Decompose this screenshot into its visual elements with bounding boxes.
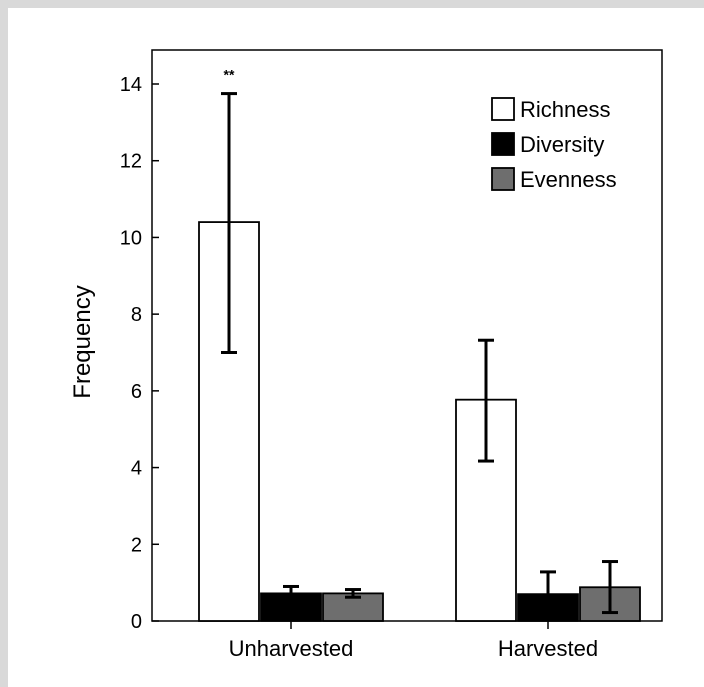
legend-label-diversity: Diversity <box>520 132 604 157</box>
y-tick-label: 2 <box>131 534 142 556</box>
bar-richness-unharvested <box>198 221 260 622</box>
y-tick-label: 8 <box>131 304 142 326</box>
x-axis: Unharvested Harvested <box>229 621 598 661</box>
legend: Richness Diversity Evenness <box>491 97 617 192</box>
legend-swatch-evenness <box>491 167 515 191</box>
significance-marker: ** <box>224 67 235 83</box>
legend-label-evenness: Evenness <box>520 167 617 192</box>
y-axis: 0 2 4 6 8 10 12 14 <box>120 74 159 633</box>
y-tick-label: 12 <box>120 151 142 173</box>
bar-groups: ** <box>198 67 641 622</box>
figure-card: 0 2 4 6 8 10 12 14 ** Unharvested Harvested Freq… <box>8 8 704 687</box>
x-category-label: Harvested <box>498 636 598 661</box>
bar-chart: 0 2 4 6 8 10 12 14 ** Unharvested Harvested Freq… <box>69 49 663 661</box>
y-tick-label: 10 <box>120 227 142 249</box>
y-axis-title: Frequency <box>69 285 96 398</box>
legend-label-richness: Richness <box>520 97 610 122</box>
legend-swatch-diversity <box>491 132 515 156</box>
y-tick-label: 4 <box>131 458 142 480</box>
x-category-label: Unharvested <box>229 636 354 661</box>
y-tick-label: 6 <box>131 381 142 403</box>
legend-swatch-richness <box>491 97 515 121</box>
y-tick-label: 0 <box>131 611 142 633</box>
y-tick-label: 14 <box>120 74 142 96</box>
plot-area-frame <box>151 49 663 622</box>
